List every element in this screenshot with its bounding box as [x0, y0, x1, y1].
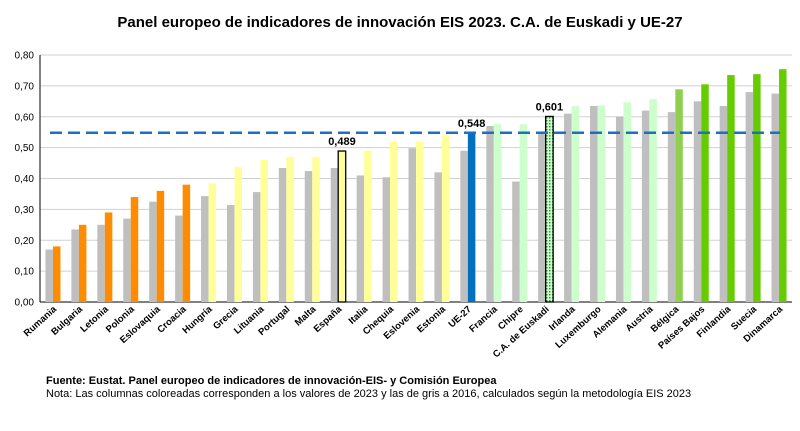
bar [71, 229, 79, 302]
bar [52, 246, 61, 302]
bar [460, 150, 468, 302]
bar [252, 192, 261, 302]
bar [623, 102, 631, 303]
bar [78, 224, 87, 302]
bar [675, 89, 683, 303]
bar [590, 105, 598, 302]
bar [364, 150, 372, 302]
bar [512, 181, 520, 302]
bar [390, 141, 398, 302]
bar [564, 113, 572, 302]
source: Fuente: Eustat. Panel europeo de indicad… [46, 375, 497, 387]
bar [771, 93, 780, 302]
bar [486, 126, 494, 302]
chart: Panel europeo de indicadores de innovaci… [15, 14, 792, 360]
bar [727, 75, 735, 302]
chart-title: Panel europeo de indicadores de innovaci… [117, 14, 682, 31]
bar [286, 156, 294, 302]
bar [312, 156, 320, 302]
bar [753, 74, 761, 302]
bar [641, 110, 650, 302]
bar [201, 196, 209, 302]
bar [337, 150, 347, 303]
bar [234, 167, 242, 302]
bar [149, 201, 157, 302]
bar [597, 105, 606, 302]
bar [441, 135, 450, 302]
x-tick-label: Hungría [181, 304, 216, 337]
y-tick-label: 0,70 [15, 81, 35, 92]
bar [493, 124, 502, 302]
x-tick-label: Francia [467, 304, 500, 335]
bar [182, 184, 191, 302]
bar [667, 112, 676, 303]
bar [104, 212, 113, 302]
y-tick-label: 0,10 [15, 267, 35, 278]
value-label: 0,489 [328, 136, 356, 148]
value-label: 0,548 [458, 118, 486, 130]
y-tick-label: 0,30 [15, 205, 35, 216]
bar [719, 105, 728, 302]
bar [208, 183, 217, 302]
bar [701, 84, 709, 302]
bar [615, 116, 624, 302]
bar [745, 92, 754, 302]
y-tick-label: 0,40 [15, 174, 35, 185]
bar [416, 141, 424, 302]
bar [693, 101, 702, 302]
bar [545, 115, 554, 303]
x-tick-label: Estonia [415, 304, 448, 336]
bar [226, 205, 235, 302]
bar [123, 218, 131, 302]
bar [382, 177, 391, 302]
bar [356, 175, 365, 302]
bar [175, 215, 183, 302]
bar [408, 148, 416, 302]
note: Nota: Las columnas coloreadas correspond… [46, 388, 692, 400]
bar [434, 172, 442, 302]
bar [519, 124, 528, 302]
value-label: 0,601 [536, 101, 564, 113]
bar [467, 132, 476, 302]
bar [97, 224, 105, 302]
bar [130, 197, 139, 302]
y-tick-label: 0,00 [15, 298, 35, 309]
bar [156, 190, 165, 302]
bar [330, 168, 339, 302]
bar [649, 99, 657, 303]
y-tick-label: 0,60 [15, 112, 35, 123]
bar [571, 106, 580, 302]
y-tick-label: 0,20 [15, 236, 35, 247]
bar [45, 249, 53, 302]
y-tick-label: 0,80 [15, 51, 35, 62]
bar [304, 171, 313, 302]
bar [260, 159, 268, 302]
y-tick-label: 0,50 [15, 143, 35, 154]
bar [538, 132, 546, 302]
bar [278, 168, 287, 302]
bar [779, 69, 787, 302]
x-tick-label: España [312, 304, 345, 335]
